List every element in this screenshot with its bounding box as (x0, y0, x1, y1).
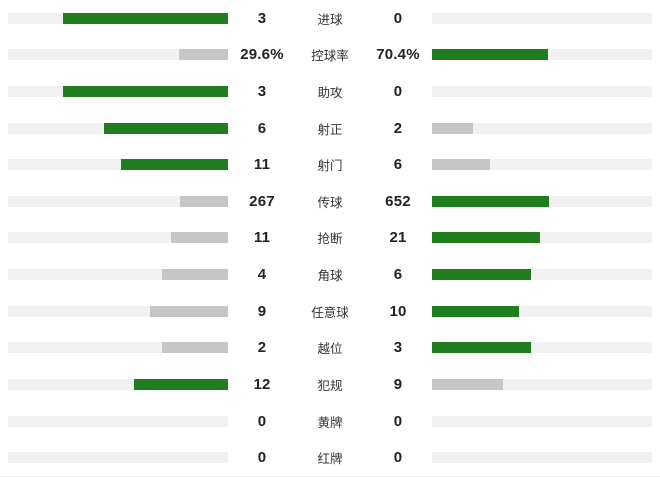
home-bar-track (8, 415, 228, 427)
stat-label: 传球 (317, 195, 343, 210)
away-bar-fill (432, 378, 503, 390)
home-bar-track (8, 195, 228, 207)
home-bar-track (8, 452, 228, 464)
home-bar-track (8, 378, 228, 390)
home-bar-fill (63, 12, 228, 24)
home-bar-track (8, 122, 228, 134)
stat-label: 越位 (317, 342, 343, 357)
stat-label: 助攻 (317, 86, 343, 101)
stat-row: 0 红牌 0 (0, 439, 660, 476)
away-value: 0 (393, 449, 403, 467)
home-bar-track (8, 232, 228, 244)
away-bar-fill (432, 232, 541, 244)
away-bar-track (432, 122, 652, 134)
away-value: 2 (393, 119, 403, 137)
away-bar-track (432, 49, 652, 61)
stat-label: 红牌 (317, 452, 343, 467)
away-bar-track (432, 452, 652, 464)
away-value: 0 (393, 412, 403, 430)
away-bar-track (432, 305, 652, 317)
home-bar-track (8, 305, 228, 317)
home-bar-fill (121, 159, 228, 171)
home-value: 4 (257, 266, 267, 284)
away-value: 652 (385, 192, 411, 210)
stat-label: 任意球 (311, 305, 349, 320)
away-value: 70.4% (376, 46, 420, 64)
stat-row: 29.6% 控球率 70.4% (0, 37, 660, 74)
home-bar-fill (149, 305, 228, 317)
stat-label: 射正 (317, 122, 343, 137)
home-bar-fill (180, 195, 228, 207)
home-value: 12 (253, 375, 271, 393)
home-bar-fill (179, 49, 228, 61)
home-value: 0 (257, 412, 267, 430)
stat-label: 抢断 (317, 232, 343, 247)
home-bar-fill (133, 378, 228, 390)
stat-label: 角球 (317, 269, 343, 284)
away-bar-fill (432, 159, 491, 171)
home-bar-fill (104, 122, 228, 134)
stat-row: 11 抢断 21 (0, 220, 660, 257)
away-bar-fill (432, 122, 474, 134)
home-value: 11 (253, 156, 271, 174)
home-value: 267 (249, 192, 275, 210)
home-bar-track (8, 49, 228, 61)
home-bar-fill (171, 232, 228, 244)
home-value: 6 (257, 119, 267, 137)
home-bar-fill (63, 86, 228, 98)
home-value: 3 (257, 83, 267, 101)
home-value: 0 (257, 449, 267, 467)
stat-row: 9 任意球 10 (0, 293, 660, 330)
home-bar-track (8, 269, 228, 281)
stat-row: 12 犯规 9 (0, 366, 660, 403)
stat-row: 3 助攻 0 (0, 73, 660, 110)
away-bar-track (432, 86, 652, 98)
away-bar-track (432, 195, 652, 207)
away-bar-fill (432, 269, 531, 281)
home-value: 29.6% (240, 46, 284, 64)
home-value: 9 (257, 302, 267, 320)
away-bar-track (432, 159, 652, 171)
home-value: 2 (257, 339, 267, 357)
stat-label: 犯规 (317, 378, 343, 393)
away-value: 0 (393, 83, 403, 101)
away-bar-track (432, 378, 652, 390)
home-value: 3 (257, 9, 267, 27)
stat-row: 3 进球 0 (0, 0, 660, 37)
home-bar-fill (162, 269, 228, 281)
away-value: 0 (393, 9, 403, 27)
away-bar-track (432, 415, 652, 427)
home-bar-track (8, 86, 228, 98)
stat-row: 6 射正 2 (0, 110, 660, 147)
home-value: 11 (253, 229, 271, 247)
home-bar-track (8, 159, 228, 171)
away-value: 10 (389, 302, 407, 320)
stat-row: 267 传球 652 (0, 183, 660, 220)
away-bar-track (432, 12, 652, 24)
away-bar-fill (432, 195, 550, 207)
home-bar-track (8, 342, 228, 354)
home-bar-track (8, 12, 228, 24)
away-value: 6 (393, 266, 403, 284)
stat-label: 进球 (317, 12, 343, 27)
away-bar-fill (432, 342, 531, 354)
stat-row: 11 射门 6 (0, 146, 660, 183)
stat-label: 射门 (317, 159, 343, 174)
away-bar-fill (432, 305, 519, 317)
stat-label: 黄牌 (317, 415, 343, 430)
stat-row: 4 角球 6 (0, 256, 660, 293)
away-value: 9 (393, 375, 403, 393)
stat-label: 控球率 (311, 49, 349, 64)
home-bar-fill (162, 342, 228, 354)
away-bar-fill (432, 49, 549, 61)
away-value: 6 (393, 156, 403, 174)
away-value: 21 (389, 229, 407, 247)
away-bar-track (432, 232, 652, 244)
away-bar-track (432, 269, 652, 281)
stat-row: 2 越位 3 (0, 329, 660, 366)
away-value: 3 (393, 339, 403, 357)
away-bar-track (432, 342, 652, 354)
stat-row: 0 黄牌 0 (0, 403, 660, 440)
